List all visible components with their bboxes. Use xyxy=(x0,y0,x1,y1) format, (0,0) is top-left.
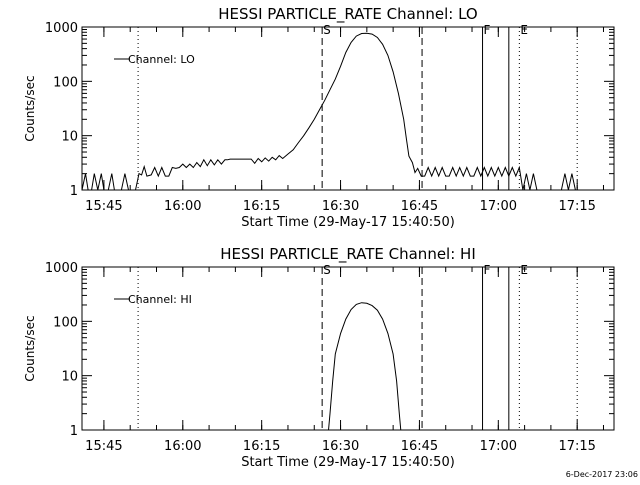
event-marker-label: F xyxy=(484,263,491,277)
event-marker-label: S xyxy=(323,23,331,37)
y-tick-label: 1 xyxy=(70,184,78,199)
x-tick-label: 16:30 xyxy=(322,439,359,454)
y-tick-label: 100 xyxy=(53,315,78,330)
y-axis-label: Counts/sec xyxy=(23,315,37,381)
y-tick-label: 1 xyxy=(70,424,78,439)
y-tick-label: 1000 xyxy=(45,21,78,36)
legend-label: Channel: LO xyxy=(128,53,195,66)
chart-panel-1: HESSI PARTICLE_RATE Channel: LO Counts/se… xyxy=(23,5,615,230)
series-line xyxy=(328,302,402,430)
footer-timestamp: 6-Dec-2017 23:06 xyxy=(566,470,638,479)
x-tick-label: 16:00 xyxy=(164,439,201,454)
x-tick-label: 17:00 xyxy=(480,439,517,454)
y-tick-label: 10 xyxy=(61,370,78,385)
legend-label: Channel: HI xyxy=(128,293,192,306)
x-tick-label: 15:45 xyxy=(85,199,122,214)
series-line xyxy=(82,32,614,190)
x-axis-label: Start Time (29-May-17 15:40:50) xyxy=(241,215,455,230)
event-marker-label: F xyxy=(484,23,491,37)
event-marker-label: S xyxy=(323,263,331,277)
chart-panel-2: HESSI PARTICLE_RATE Channel: HI Counts/se… xyxy=(23,245,615,470)
x-tick-label: 16:15 xyxy=(243,199,280,214)
y-tick-label: 1000 xyxy=(45,261,78,276)
x-tick-label: 16:00 xyxy=(164,199,201,214)
x-tick-label: 16:15 xyxy=(243,439,280,454)
chart-title: HESSI PARTICLE_RATE Channel: HI xyxy=(220,245,476,264)
y-axis-label: Counts/sec xyxy=(23,75,37,141)
x-tick-label: 16:45 xyxy=(401,199,438,214)
plot-frame xyxy=(81,26,615,191)
chart-title: HESSI PARTICLE_RATE Channel: LO xyxy=(218,5,477,24)
event-marker-label: E xyxy=(520,263,528,277)
y-tick-label: 10 xyxy=(61,130,78,145)
x-tick-label: 17:15 xyxy=(558,439,595,454)
x-tick-label: 15:45 xyxy=(85,439,122,454)
plot-frame xyxy=(81,266,615,431)
x-tick-label: 17:15 xyxy=(558,199,595,214)
event-marker-label: E xyxy=(520,23,528,37)
x-tick-label: 17:00 xyxy=(480,199,517,214)
x-tick-label: 16:30 xyxy=(322,199,359,214)
y-tick-label: 100 xyxy=(53,75,78,90)
x-tick-label: 16:45 xyxy=(401,439,438,454)
x-axis-label: Start Time (29-May-17 15:40:50) xyxy=(241,455,455,470)
